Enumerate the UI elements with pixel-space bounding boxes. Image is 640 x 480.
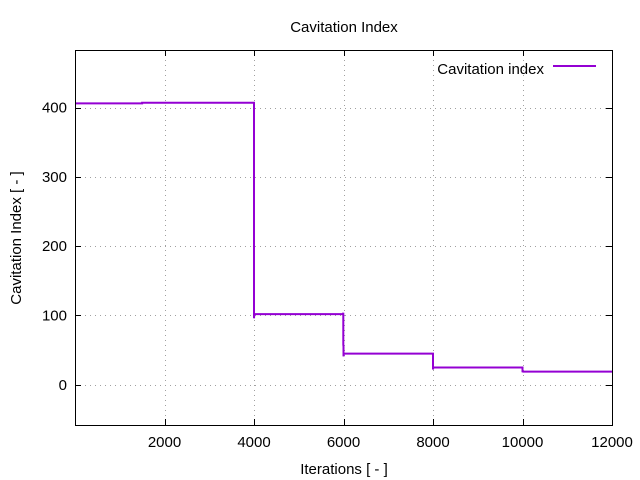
- legend-label: Cavitation index: [437, 61, 544, 78]
- x-tick-label: 2000: [148, 434, 181, 451]
- y-tick-label: 400: [42, 100, 67, 117]
- series-line-cavitation-index: [75, 101, 612, 373]
- x-tick-label: 8000: [416, 434, 449, 451]
- x-axis-title: Iterations [ - ]: [300, 461, 388, 478]
- x-tick-label: 10000: [502, 434, 544, 451]
- x-tick-label: 4000: [237, 434, 270, 451]
- axis-ticks: [75, 50, 613, 425]
- legend: Cavitation index: [437, 61, 596, 78]
- x-tick-label: 12000: [591, 434, 633, 451]
- y-tick-label: 200: [42, 238, 67, 255]
- y-tick-label: 0: [59, 377, 67, 394]
- y-tick-label: 300: [42, 169, 67, 186]
- y-axis-title: Cavitation Index [ - ]: [8, 171, 25, 304]
- series-layer: [75, 101, 612, 373]
- chart-title: Cavitation Index: [290, 19, 398, 36]
- x-tick-label: 6000: [327, 434, 360, 451]
- axis-tick-labels: 2000 4000 6000 8000 10000 12000 0 100 200 300 400: [42, 100, 633, 451]
- plot-frame: [75, 50, 613, 426]
- grid: [75, 50, 613, 425]
- y-tick-label: 100: [42, 307, 67, 324]
